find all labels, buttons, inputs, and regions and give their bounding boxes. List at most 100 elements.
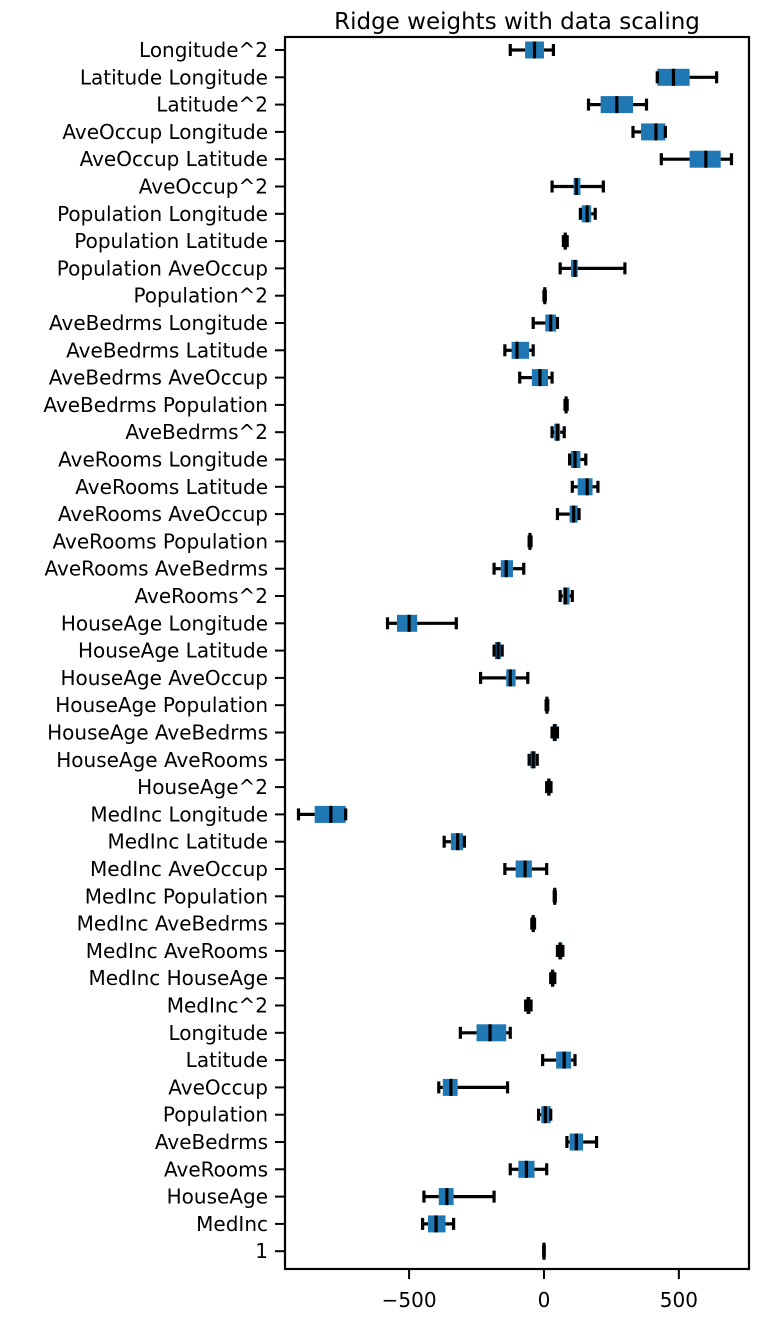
y-tick-label: HouseAge — [167, 1185, 268, 1209]
y-tick-label: AveBedrms Longitude — [49, 311, 268, 335]
y-tick-label: Latitude Longitude — [80, 65, 268, 89]
box-item — [492, 560, 526, 578]
y-tick-label: AveBedrms AveOccup — [49, 366, 268, 390]
box-item — [492, 642, 504, 660]
box-item — [527, 532, 533, 550]
box-item — [659, 150, 734, 168]
box-item — [550, 178, 605, 195]
y-tick-label: AveBedrms Latitude — [66, 338, 268, 362]
box-item — [555, 505, 581, 523]
y-tick-label: AveBedrms — [155, 1130, 268, 1154]
y-tick-label: AveBedrms Population — [43, 393, 268, 417]
box-item — [296, 805, 348, 823]
y-tick-label: AveRooms AveOccup — [58, 502, 268, 526]
y-tick-label: AveRooms AveBedrms — [44, 557, 268, 581]
y-tick-label: Population Latitude — [74, 229, 268, 253]
y-tick-label: AveRooms^2 — [134, 584, 268, 608]
box-item — [545, 778, 553, 796]
y-tick-label: AveRooms Longitude — [58, 448, 268, 472]
box-item — [527, 751, 539, 769]
y-tick-label: HouseAge Latitude — [78, 639, 268, 663]
box-item — [458, 1024, 512, 1042]
x-tick-label: 500 — [660, 1288, 698, 1312]
y-tick-label: AveOccup Latitude — [80, 147, 268, 171]
box-item — [478, 669, 530, 687]
box-item — [503, 860, 549, 878]
box-item — [561, 232, 569, 250]
box-item — [536, 1106, 553, 1124]
box-item — [631, 123, 667, 141]
box-item — [518, 369, 554, 387]
x-tick-label: 0 — [538, 1288, 551, 1312]
y-tick-label: AveOccup^2 — [139, 175, 268, 199]
box-item — [542, 1242, 546, 1260]
box-item — [531, 314, 560, 332]
box-item — [558, 259, 627, 277]
y-tick-label: Latitude^2 — [156, 93, 268, 117]
y-tick-label: AveOccup — [168, 1075, 268, 1099]
y-tick-label: HouseAge Longitude — [61, 611, 268, 635]
box-iqr — [577, 478, 593, 496]
y-tick-label: HouseAge AveRooms — [56, 748, 268, 772]
box-item — [508, 41, 556, 59]
box-item — [549, 969, 557, 987]
y-tick-label: MedInc AveOccup — [90, 857, 268, 881]
y-tick-label: MedInc AveBedrms — [77, 912, 268, 936]
box-item — [568, 451, 588, 468]
box-item — [570, 478, 600, 496]
box-item — [565, 1133, 599, 1151]
y-tick-label: Longitude^2 — [139, 38, 268, 62]
box-item — [555, 942, 565, 960]
x-axis: −500 0 500 — [382, 1269, 698, 1312]
plot-frame — [283, 35, 751, 1271]
y-tick-label: MedInc Population — [85, 884, 268, 908]
plot-area — [296, 41, 734, 1260]
y-tick-label: AveOccup Longitude — [62, 120, 268, 144]
box-item — [550, 724, 560, 741]
y-tick-label: MedInc — [196, 1212, 268, 1236]
y-axis: Longitude^2 Latitude Longitude Latitude^2 A… — [43, 38, 285, 1263]
box-iqr — [641, 123, 666, 141]
box-item — [524, 997, 533, 1014]
x-tick-label: −500 — [382, 1288, 437, 1312]
box-item — [385, 614, 458, 632]
y-tick-label: HouseAge^2 — [137, 775, 268, 799]
box-item — [437, 1078, 510, 1096]
box-item — [552, 887, 557, 905]
box-item — [550, 423, 566, 441]
box-iqr — [396, 614, 418, 632]
box-item — [655, 68, 719, 86]
box-item — [541, 1051, 577, 1069]
box-item — [586, 96, 649, 114]
y-tick-label: Population — [163, 1103, 268, 1127]
chart-title: Ridge weights with data scaling — [334, 9, 700, 35]
box-item — [503, 341, 535, 359]
box-item — [558, 587, 574, 605]
y-tick-label: MedInc^2 — [167, 994, 268, 1018]
y-tick-label: HouseAge Population — [55, 693, 268, 717]
y-tick-label: Population AveOccup — [57, 256, 268, 280]
box-item — [508, 1160, 549, 1178]
y-tick-label: AveRooms Latitude — [75, 475, 268, 499]
y-tick-label: AveBedrms^2 — [125, 420, 268, 444]
y-tick-label: MedInc AveRooms — [86, 939, 268, 963]
y-tick-label: AveRooms — [164, 1157, 268, 1181]
box-item — [442, 833, 466, 851]
y-tick-label: MedInc Latitude — [108, 830, 269, 854]
box-item — [420, 1215, 456, 1233]
y-tick-label: 1 — [255, 1239, 268, 1263]
y-tick-label: MedInc HouseAge — [88, 966, 268, 990]
y-tick-label: Latitude — [186, 1048, 268, 1072]
box-item — [422, 1188, 496, 1206]
y-tick-label: HouseAge AveBedrms — [47, 721, 268, 745]
box-item — [578, 205, 597, 223]
y-tick-label: Population Longitude — [57, 202, 268, 226]
y-tick-label: MedInc Longitude — [90, 802, 268, 826]
y-tick-label: AveRooms Population — [53, 529, 268, 553]
box-item — [563, 396, 569, 414]
y-tick-label: HouseAge AveOccup — [61, 666, 268, 690]
box-item — [544, 696, 550, 714]
box-item — [542, 287, 547, 305]
box-item — [530, 915, 537, 933]
